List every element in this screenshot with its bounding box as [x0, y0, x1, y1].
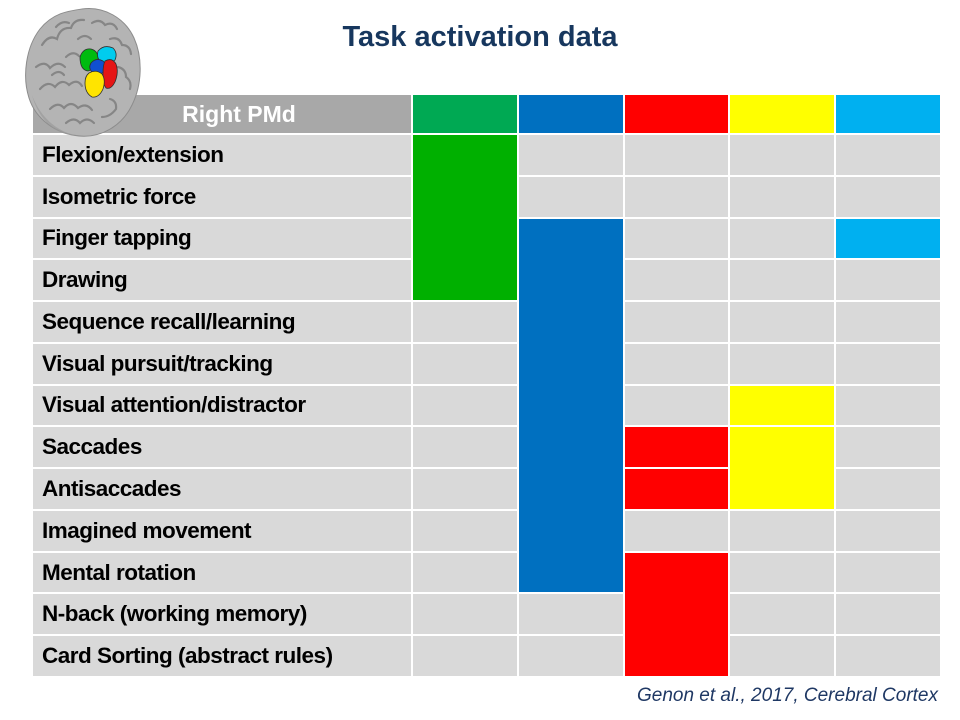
empty-cell: [836, 469, 940, 509]
activation-block-yellow: [730, 427, 835, 509]
activation-block-cyan: [836, 218, 940, 259]
empty-cell: [836, 427, 940, 468]
empty-cell: [518, 594, 623, 635]
header-cell-cyan: [836, 95, 940, 133]
empty-cell: [518, 135, 623, 175]
empty-cell: [624, 260, 729, 301]
empty-cell: [730, 594, 835, 635]
brain-outline: [25, 8, 141, 137]
empty-cell: [730, 218, 835, 259]
empty-cell: [836, 594, 940, 635]
row-label: Flexion/extension: [33, 135, 411, 175]
empty-cell: [413, 302, 517, 342]
activation-block-red: [624, 469, 729, 509]
empty-cell: [624, 385, 729, 426]
header-cell-yellow: [730, 95, 835, 133]
empty-cell: [836, 636, 940, 676]
empty-cell: [413, 469, 517, 509]
activation-block-green: [413, 135, 517, 301]
empty-cell: [730, 510, 835, 551]
header-cell-green: [413, 95, 517, 133]
empty-cell: [413, 427, 517, 468]
empty-cell: [413, 510, 517, 551]
empty-cell: [730, 302, 835, 342]
empty-cell: [413, 552, 517, 593]
empty-cell: [624, 176, 729, 217]
header-cell-blue: [518, 95, 623, 133]
empty-cell: [836, 385, 940, 426]
empty-cell: [836, 510, 940, 551]
empty-cell: [730, 552, 835, 593]
empty-cell: [518, 176, 623, 217]
empty-cell: [836, 135, 940, 175]
empty-cell: [413, 594, 517, 635]
empty-cell: [836, 343, 940, 384]
row-label: Antisaccades: [33, 469, 411, 509]
empty-cell: [730, 260, 835, 301]
empty-cell: [413, 385, 517, 426]
empty-cell: [624, 302, 729, 342]
row-label: Isometric force: [33, 176, 411, 217]
brain-gyri-texture: [34, 18, 133, 125]
page-title: Task activation data: [342, 21, 618, 53]
row-label: Drawing: [33, 260, 411, 301]
empty-cell: [518, 636, 623, 676]
empty-cell: [836, 302, 940, 342]
citation-text: Genon et al., 2017, Cerebral Cortex: [636, 685, 938, 706]
empty-cell: [836, 260, 940, 301]
empty-cell: [730, 135, 835, 175]
row-label: Sequence recall/learning: [33, 302, 411, 342]
cluster-patches: [79, 46, 118, 98]
activation-block-red: [624, 552, 729, 676]
empty-cell: [624, 218, 729, 259]
empty-cell: [730, 343, 835, 384]
activation-block-blue: [518, 218, 623, 593]
empty-cell: [836, 552, 940, 593]
row-label: Visual pursuit/tracking: [33, 343, 411, 384]
row-label: Saccades: [33, 427, 411, 468]
empty-cell: [624, 510, 729, 551]
row-label: Mental rotation: [33, 552, 411, 593]
empty-cell: [836, 176, 940, 217]
header-cell-red: [624, 95, 729, 133]
empty-cell: [730, 636, 835, 676]
yellow-cluster-patch: [84, 70, 105, 98]
red-cluster-patch: [102, 59, 118, 89]
activation-block-yellow: [730, 385, 835, 426]
empty-cell: [730, 176, 835, 217]
row-label: Finger tapping: [33, 218, 411, 259]
row-label: N-back (working memory): [33, 594, 411, 635]
empty-cell: [624, 343, 729, 384]
empty-cell: [413, 343, 517, 384]
brain-shadow: [32, 95, 82, 136]
empty-cell: [624, 135, 729, 175]
row-label: Imagined movement: [33, 510, 411, 551]
row-label: Visual attention/distractor: [33, 385, 411, 426]
row-label: Card Sorting (abstract rules): [33, 636, 411, 676]
activation-block-red: [624, 427, 729, 468]
task-activation-table: Right PMd Flexion/extension Isometric forc…: [33, 95, 940, 676]
empty-cell: [413, 636, 517, 676]
brain-image: [25, 8, 141, 137]
